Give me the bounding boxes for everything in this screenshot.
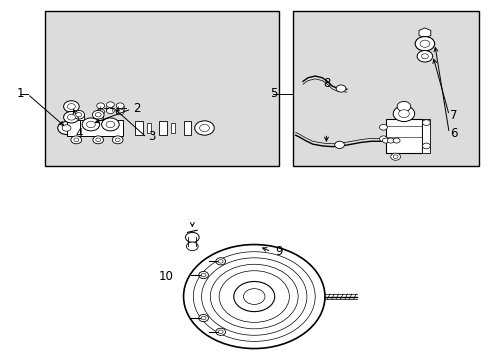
Circle shape: [63, 101, 79, 112]
Circle shape: [396, 102, 410, 112]
Circle shape: [116, 103, 124, 109]
Circle shape: [183, 244, 325, 348]
Circle shape: [106, 102, 114, 108]
Circle shape: [414, 37, 434, 51]
Bar: [66, 120, 122, 136]
Circle shape: [106, 108, 114, 114]
Bar: [293, 12, 478, 166]
Circle shape: [392, 106, 414, 122]
Circle shape: [198, 315, 208, 321]
Bar: [93, 115, 103, 120]
Circle shape: [116, 109, 124, 115]
Circle shape: [63, 112, 79, 123]
Circle shape: [82, 118, 100, 131]
Circle shape: [86, 121, 95, 128]
Circle shape: [392, 138, 399, 143]
Bar: [147, 123, 151, 133]
Circle shape: [97, 109, 104, 115]
Circle shape: [335, 85, 345, 92]
Circle shape: [97, 103, 104, 109]
Bar: [135, 121, 142, 135]
Text: 1: 1: [17, 87, 24, 100]
Circle shape: [95, 113, 101, 117]
Circle shape: [198, 271, 208, 279]
Circle shape: [74, 138, 79, 141]
Circle shape: [115, 138, 120, 141]
Bar: [74, 115, 83, 120]
Circle shape: [392, 155, 397, 158]
Circle shape: [106, 121, 115, 128]
Circle shape: [67, 114, 75, 120]
Circle shape: [233, 282, 274, 312]
Circle shape: [185, 232, 199, 242]
Bar: [183, 121, 191, 135]
Circle shape: [382, 138, 388, 143]
Circle shape: [112, 136, 123, 144]
Circle shape: [419, 40, 429, 47]
Text: 9: 9: [274, 245, 282, 258]
Circle shape: [96, 138, 101, 141]
Circle shape: [71, 136, 81, 144]
Circle shape: [422, 120, 429, 126]
Circle shape: [215, 328, 225, 336]
Bar: [385, 119, 422, 153]
Bar: [171, 123, 175, 133]
Bar: [422, 119, 429, 153]
Circle shape: [93, 136, 103, 144]
Circle shape: [201, 273, 205, 277]
Circle shape: [398, 110, 408, 118]
Circle shape: [76, 113, 81, 117]
Text: 3: 3: [148, 130, 155, 144]
Circle shape: [62, 125, 71, 131]
Text: 4: 4: [75, 127, 82, 140]
Circle shape: [67, 104, 75, 109]
Circle shape: [73, 111, 84, 119]
Text: 7: 7: [449, 109, 457, 122]
Bar: [44, 12, 278, 166]
Circle shape: [218, 330, 223, 334]
Circle shape: [390, 153, 400, 160]
Circle shape: [186, 242, 198, 251]
Circle shape: [199, 125, 209, 132]
Circle shape: [92, 111, 104, 119]
Circle shape: [334, 141, 344, 148]
Text: 5: 5: [269, 87, 277, 100]
Circle shape: [416, 50, 432, 62]
Circle shape: [379, 125, 386, 130]
Circle shape: [102, 118, 119, 131]
Circle shape: [201, 316, 205, 320]
Circle shape: [194, 121, 214, 135]
Circle shape: [218, 260, 223, 263]
Text: 2: 2: [133, 102, 141, 115]
Text: 6: 6: [449, 127, 457, 140]
Bar: [159, 121, 166, 135]
Text: 10: 10: [159, 270, 174, 283]
Circle shape: [243, 289, 264, 305]
Text: 8: 8: [323, 77, 330, 90]
Circle shape: [58, 122, 75, 134]
Circle shape: [421, 54, 427, 59]
Circle shape: [215, 258, 225, 265]
Circle shape: [386, 138, 393, 143]
Circle shape: [379, 136, 386, 141]
Circle shape: [422, 143, 429, 149]
